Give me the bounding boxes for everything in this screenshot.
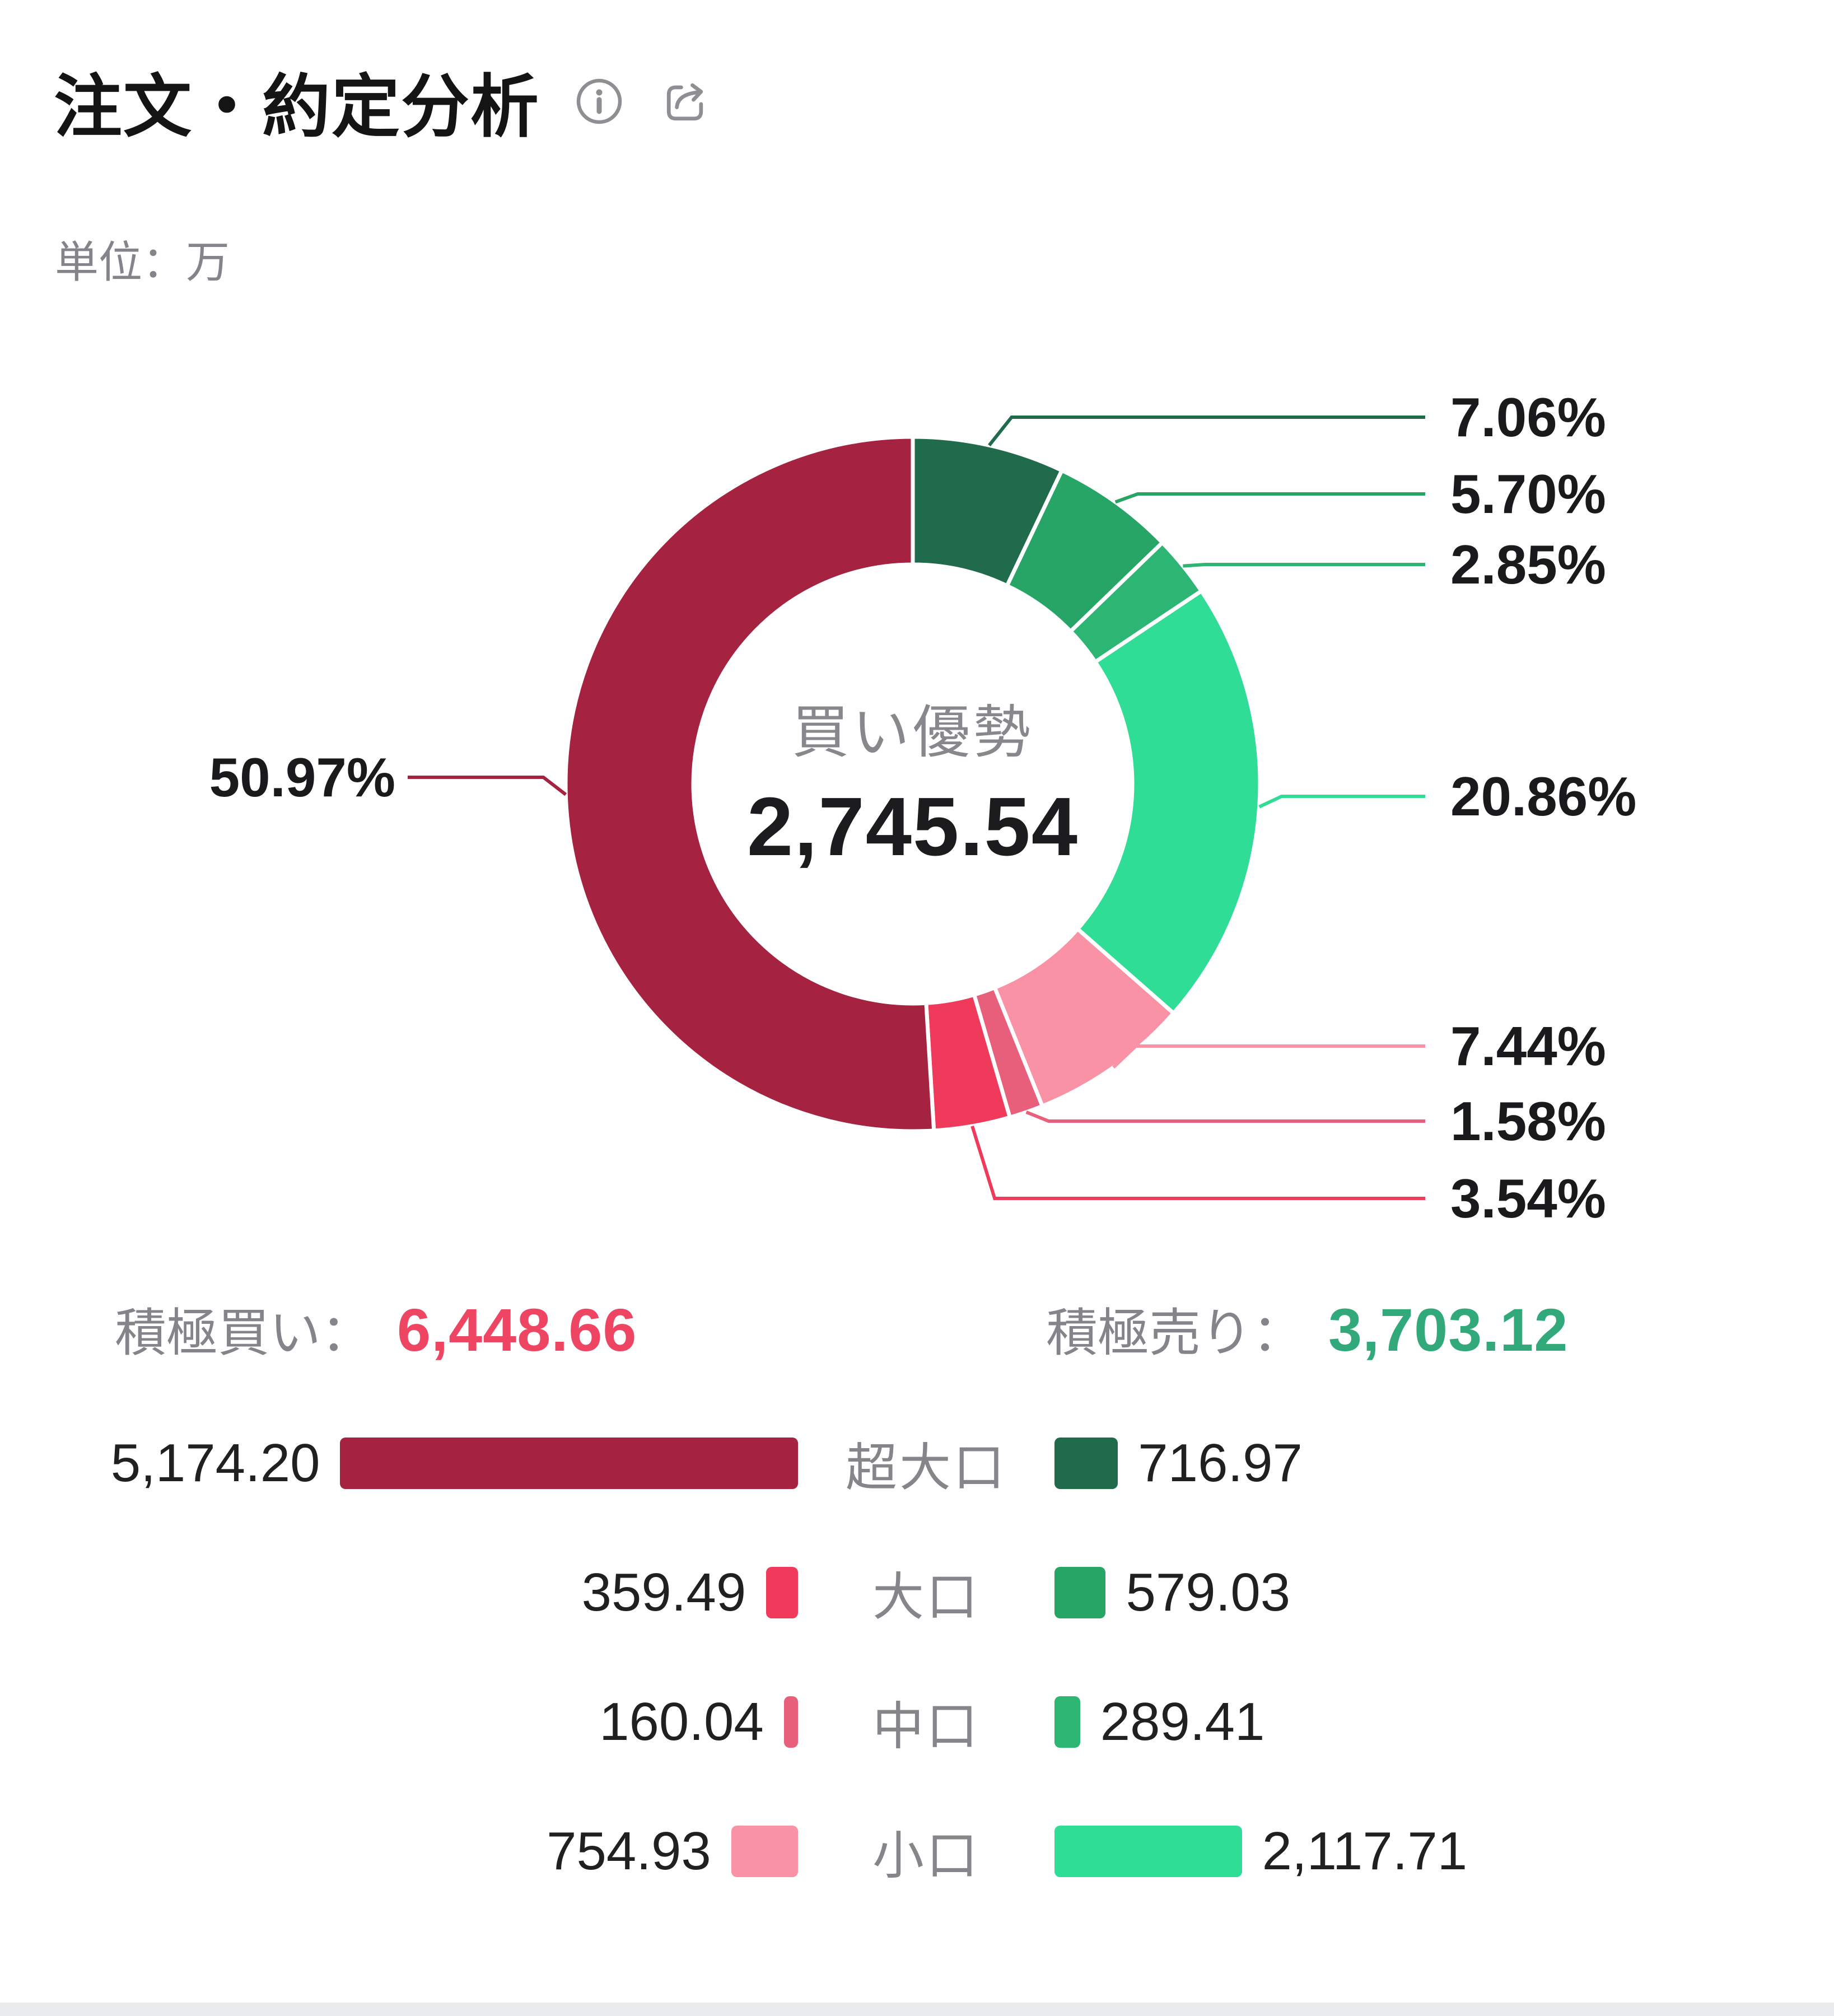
page-title: 注文・約定分析 bbox=[54, 69, 540, 145]
donut-segment-buy-7[interactable] bbox=[563, 435, 936, 1133]
sell-bar-xl bbox=[1054, 1438, 1118, 1489]
share-button[interactable] bbox=[659, 74, 712, 128]
sell-bar-s bbox=[1054, 1826, 1242, 1877]
buy-bar-m bbox=[783, 1696, 798, 1748]
sell-value-l: 579.03 bbox=[1126, 1562, 1291, 1622]
buy-value-m: 160.04 bbox=[599, 1692, 764, 1752]
sell-bar-l bbox=[1054, 1567, 1106, 1618]
legend-label-xl: 超大口 bbox=[845, 1439, 1007, 1497]
percent-label-4: 7.44% bbox=[1450, 1015, 1606, 1077]
sell-bar-m bbox=[1054, 1696, 1080, 1748]
label-line-1 bbox=[1114, 492, 1425, 504]
sell-value-xl: 716.97 bbox=[1138, 1433, 1303, 1493]
active-sell-summary: 積極売り： 3,703.12 bbox=[1046, 1291, 1568, 1366]
buy-value-l: 359.49 bbox=[581, 1562, 746, 1622]
legend-row-m: 160.04 中口 289.41 bbox=[0, 1674, 1834, 1770]
label-line-0 bbox=[988, 416, 1425, 447]
label-line-7 bbox=[408, 776, 567, 796]
legend-label-l: 大口 bbox=[872, 1569, 980, 1626]
percent-label-6: 3.54% bbox=[1450, 1168, 1606, 1229]
active-buy-summary: 積極買い： 6,448.66 bbox=[115, 1291, 637, 1366]
buy-value-s: 754.93 bbox=[547, 1821, 711, 1881]
buy-bar-s bbox=[731, 1826, 798, 1877]
active-buy-label: 積極買い： bbox=[115, 1305, 373, 1362]
buy-bar-l bbox=[766, 1567, 798, 1618]
center-status-label: 買い優勢 bbox=[792, 701, 1034, 764]
legend-label-s: 小口 bbox=[872, 1827, 980, 1885]
percent-label-5: 1.58% bbox=[1450, 1090, 1606, 1152]
label-line-5 bbox=[1025, 1110, 1425, 1123]
header: 注文・約定分析 bbox=[54, 52, 712, 151]
share-icon bbox=[659, 74, 712, 128]
label-line-6 bbox=[970, 1125, 1425, 1200]
label-line-2 bbox=[1183, 563, 1425, 568]
summary-row: 積極買い： 6,448.66 積極売り： 3,703.12 bbox=[0, 1291, 1834, 1370]
info-button[interactable] bbox=[572, 74, 626, 128]
percent-label-2: 2.85% bbox=[1450, 534, 1606, 595]
bottom-edge-divider bbox=[0, 2003, 1834, 2016]
legend-row-s: 754.93 小口 2,117.71 bbox=[0, 1804, 1834, 1899]
info-icon bbox=[572, 74, 626, 128]
percent-label-0: 7.06% bbox=[1450, 386, 1606, 448]
legend-row-l: 359.49 大口 579.03 bbox=[0, 1545, 1834, 1640]
active-buy-value: 6,448.66 bbox=[397, 1296, 637, 1364]
active-sell-label: 積極売り： bbox=[1046, 1305, 1304, 1362]
donut-segment-sell-3[interactable] bbox=[1075, 589, 1262, 1015]
legend-row-xl: 5,174.20 超大口 716.97 bbox=[0, 1416, 1834, 1511]
label-line-4 bbox=[1112, 1044, 1425, 1069]
buy-value-xl: 5,174.20 bbox=[110, 1433, 320, 1493]
buy-bar-xl bbox=[340, 1438, 798, 1489]
label-line-3 bbox=[1258, 795, 1425, 809]
active-sell-value: 3,703.12 bbox=[1328, 1296, 1569, 1364]
legend-label-m: 中口 bbox=[872, 1698, 980, 1756]
unit-label: 単位：万 bbox=[55, 237, 230, 287]
sell-value-m: 289.41 bbox=[1100, 1692, 1265, 1752]
center-net-value: 2,745.54 bbox=[746, 781, 1079, 873]
percent-label-3: 20.86% bbox=[1450, 766, 1636, 827]
percent-label-7: 50.97% bbox=[209, 746, 395, 808]
sell-value-s: 2,117.71 bbox=[1262, 1821, 1468, 1881]
percent-label-1: 5.70% bbox=[1450, 463, 1606, 525]
